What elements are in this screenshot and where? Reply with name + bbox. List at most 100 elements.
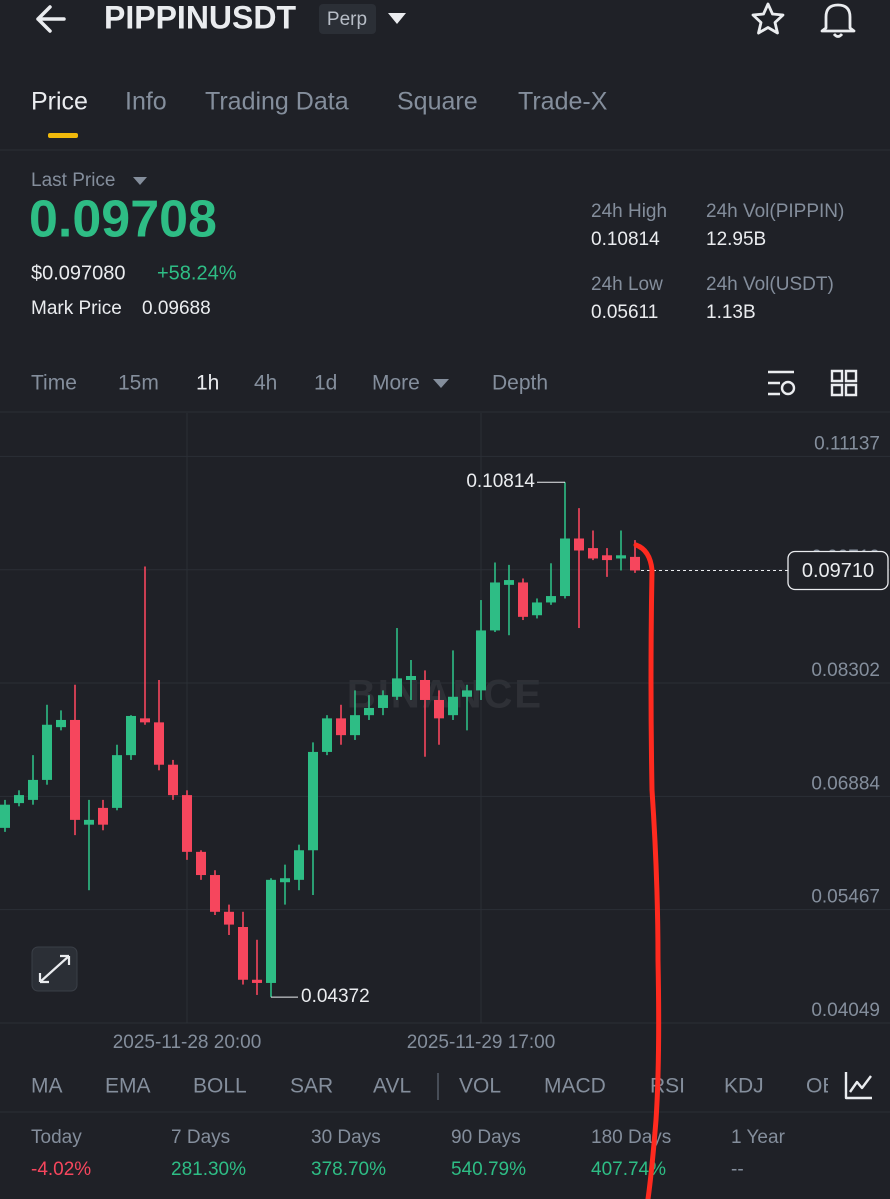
badge-bg (319, 4, 376, 34)
candle-body (378, 695, 388, 708)
candle-body (84, 819, 94, 825)
layout-icon[interactable] (830, 369, 858, 397)
current-price-label: 0.09710 (802, 560, 874, 582)
candle-body (98, 807, 108, 825)
interval-dropdown[interactable] (433, 379, 449, 388)
intervals: Time 15m 1h 4h 1d More Depth (31, 372, 548, 395)
candle-body (406, 675, 416, 680)
last-price: 0.09708 (29, 191, 217, 249)
usd-price: $0.097080 (31, 262, 126, 284)
candle-body (126, 715, 136, 756)
stat-label: 24h Vol(USDT) (706, 274, 834, 295)
tab[interactable]: Trading Data (205, 88, 349, 116)
candle-body (182, 795, 192, 852)
candle-body (238, 926, 248, 980)
candle-body (588, 548, 598, 559)
indicator[interactable]: EMA (105, 1075, 151, 1098)
indicator-settings-icon-dot (780, 380, 796, 396)
candle-body (252, 979, 262, 983)
x-tick-label: 2025-11-29 17:00 (407, 1032, 556, 1053)
y-tick-label: 0.06884 (811, 773, 880, 794)
stat-value: 0.05611 (591, 302, 658, 323)
candle-body (28, 779, 38, 800)
indicator[interactable]: AVL (373, 1075, 411, 1098)
indicator-fade (828, 1062, 890, 1112)
indicator[interactable]: MA (31, 1075, 63, 1098)
candle-body (476, 630, 486, 691)
candle-body (210, 875, 220, 912)
chart-settings-icon[interactable] (844, 1072, 872, 1100)
last-price-label: Last Price (31, 170, 115, 191)
interval[interactable]: More (372, 372, 420, 395)
candle-body (70, 719, 80, 820)
indicator[interactable]: BOLL (193, 1075, 247, 1098)
watermark: BINANCE (347, 673, 543, 717)
candle-body (266, 879, 276, 983)
candle-body (168, 764, 178, 796)
interval[interactable]: 1d (314, 372, 337, 395)
candle-body (294, 850, 304, 880)
candle-body (280, 878, 290, 883)
candle-body (112, 755, 122, 808)
tab[interactable]: Square (397, 88, 478, 116)
candle-body (322, 718, 332, 752)
stat-value: 1.13B (706, 302, 756, 323)
candle-body (196, 851, 206, 876)
performance: Today -4.02% 7 Days 281.30% 30 Days 378.70% 90… (31, 1127, 786, 1180)
indicator[interactable]: KDJ (724, 1075, 764, 1098)
y-tick-label: 0.04049 (811, 1000, 880, 1021)
price-change: +58.24% (157, 262, 237, 284)
tab[interactable]: Price (31, 88, 88, 116)
candle-body (518, 582, 528, 617)
candle-body (434, 699, 444, 719)
tab-indicator (48, 133, 78, 138)
candle-body (630, 556, 640, 571)
tab[interactable]: Info (125, 88, 167, 116)
symbol-dropdown[interactable] (388, 13, 406, 24)
indicator[interactable]: SAR (290, 1075, 333, 1098)
low-label: 0.04372 (301, 986, 370, 1007)
tabs: Price Info Trading Data Square Trade-X (31, 88, 608, 116)
candle-body (574, 538, 584, 551)
interval[interactable]: 15m (118, 372, 159, 395)
last-price-dropdown[interactable] (133, 177, 147, 185)
indicator[interactable]: VOL (459, 1075, 501, 1098)
candle-body (364, 707, 374, 716)
candle-body (616, 555, 626, 559)
candle-body (42, 724, 52, 780)
stat-label: 24h Low (591, 274, 663, 295)
stat-value: 0.10814 (591, 229, 660, 250)
candle-body (308, 751, 318, 851)
candle-body (154, 722, 164, 765)
indicator-settings-icon[interactable] (768, 370, 794, 396)
performance-value: 540.79% (451, 1159, 526, 1180)
stats: 24h High 0.10814 24h Vol(PIPPIN) 12.95B 24h … (591, 201, 844, 323)
candle-body (602, 555, 612, 561)
interval[interactable]: Time (31, 372, 77, 395)
badge: Perp (327, 9, 367, 30)
candle-body (350, 715, 360, 736)
mark-price-label: Mark Price (31, 298, 122, 319)
current-price-box (787, 550, 889, 591)
tab[interactable]: Trade-X (518, 88, 608, 116)
indicator[interactable]: MACD (544, 1075, 606, 1098)
alert-button[interactable] (820, 3, 856, 38)
interval[interactable]: 4h (254, 372, 277, 395)
hand-drawn-line (633, 542, 662, 1199)
candle-body (532, 602, 542, 616)
interval[interactable]: Depth (492, 372, 548, 395)
interval[interactable]: 1h (196, 372, 219, 395)
performance-label: 180 Days (591, 1127, 671, 1148)
stat-label: 24h High (591, 201, 667, 222)
performance-label: 30 Days (311, 1127, 381, 1148)
symbol[interactable]: PIPPINUSDT (104, 0, 296, 35)
favorite-button[interactable] (751, 2, 785, 35)
candle-body (448, 696, 458, 716)
back-button[interactable] (36, 5, 66, 33)
candle-body (14, 795, 24, 804)
candle-body (504, 580, 514, 585)
mark-price: 0.09688 (142, 298, 211, 319)
